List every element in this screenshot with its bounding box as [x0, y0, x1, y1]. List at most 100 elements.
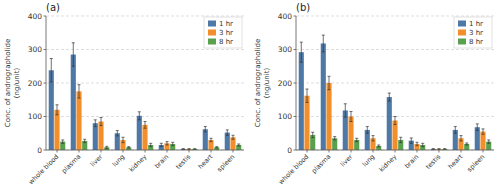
x-tick [439, 150, 440, 153]
x-tick [211, 150, 212, 153]
x-tick-label: liver [89, 153, 105, 169]
plot-area [49, 43, 242, 150]
legend-label: 8 hr [469, 38, 483, 46]
error-bar [344, 104, 347, 117]
legend-swatch [208, 21, 216, 27]
error-bar [72, 43, 75, 66]
legend-label: 8 hr [219, 38, 233, 46]
chart-figure: 0100200300400whole bloodplasmaliverlungk… [0, 0, 500, 194]
error-bar [306, 89, 309, 102]
x-tick [307, 150, 308, 153]
error-bar [311, 132, 314, 137]
x-tick-label: spleen [466, 153, 487, 174]
legend-label: 3 hr [469, 29, 483, 37]
panel: 0100200300400whole bloodplasmaliverlungk… [4, 2, 244, 186]
error-bar [210, 138, 213, 141]
error-bar [100, 118, 103, 126]
error-bar [416, 142, 419, 145]
y-tick-label: 0 [287, 146, 292, 155]
y-tick [294, 83, 297, 84]
error-bar [333, 137, 336, 140]
grid-line [46, 16, 244, 17]
x-tick-label: brain [403, 153, 420, 170]
error-bar [438, 148, 441, 150]
error-bar [372, 136, 375, 141]
y-tick-label: 200 [28, 79, 43, 88]
legend-box [204, 17, 242, 48]
error-bar [204, 127, 207, 132]
y-tick-label: 400 [278, 12, 293, 21]
error-bar [377, 145, 380, 147]
error-bar [138, 112, 141, 120]
legend-box [454, 17, 492, 48]
x-tick [101, 150, 102, 153]
x-tick [483, 150, 484, 153]
page: {"chart_data": [ {"type": "bar", "title"… [0, 0, 500, 194]
error-bar [399, 137, 402, 142]
error-bar [476, 124, 479, 131]
x-tick-label: kidney [377, 153, 398, 174]
error-bar [122, 137, 125, 142]
error-bar [160, 143, 163, 146]
error-bar [322, 35, 325, 52]
x-tick-label: lung [361, 153, 377, 169]
x-tick-label: lung [111, 153, 127, 169]
legend: 1 hr3 hr8 hr [454, 17, 492, 48]
error-bar [487, 140, 490, 143]
grid-line [46, 49, 244, 50]
x-tick [417, 150, 418, 153]
bar [321, 43, 326, 150]
error-bar [215, 147, 218, 148]
x-tick-label: spleen [216, 153, 237, 174]
bar [203, 129, 208, 150]
error-bar [149, 143, 152, 146]
x-tick [461, 150, 462, 153]
x-tick-label: whole blood [27, 153, 60, 186]
error-bar [350, 111, 353, 121]
error-bar [144, 122, 147, 129]
bar [326, 83, 331, 150]
error-bar [465, 143, 468, 145]
x-tick [79, 150, 80, 153]
panel: 0100200300400whole bloodplasmaliverlungk… [254, 2, 494, 186]
error-bar [116, 131, 119, 136]
x-tick-label: testis [174, 152, 193, 171]
x-tick-label: heart [447, 152, 465, 170]
bar [126, 147, 131, 150]
y-axis-label-line: (ng/unit) [263, 68, 271, 99]
y-tick-label: 400 [28, 12, 43, 21]
bar [299, 52, 304, 150]
bar [137, 116, 142, 150]
y-axis-label: Conc. of andrographolide(ng/unit) [254, 39, 270, 127]
y-tick [294, 16, 297, 17]
y-tick-label: 100 [28, 112, 43, 121]
y-axis-label-line: (ng/unit) [13, 68, 21, 99]
error-bar [443, 148, 446, 150]
error-bar [410, 138, 413, 143]
x-tick [189, 150, 190, 153]
error-bar [182, 148, 185, 150]
legend-swatch [458, 21, 466, 27]
x-tick [329, 150, 330, 153]
error-bar [50, 59, 53, 82]
x-tick [57, 150, 58, 153]
legend-label: 1 hr [219, 20, 233, 28]
y-tick-label: 200 [278, 79, 293, 88]
error-bar [366, 127, 369, 134]
error-bar [105, 146, 108, 148]
x-tick-label: brain [153, 153, 170, 170]
legend-swatch [208, 30, 216, 36]
x-tick [373, 150, 374, 153]
x-tick [167, 150, 168, 153]
x-tick-label: kidney [127, 153, 148, 174]
y-axis-label-line: Conc. of andrographolide [254, 39, 262, 127]
y-axis-label: Conc. of andrographolide(ng/unit) [4, 39, 20, 127]
bar [54, 110, 59, 150]
error-bar [166, 142, 169, 145]
legend-swatch [458, 30, 466, 36]
y-tick [44, 83, 47, 84]
error-bar [328, 76, 331, 89]
error-bar [454, 127, 457, 134]
legend: 1 hr3 hr8 hr [204, 17, 242, 48]
bar [71, 55, 76, 150]
